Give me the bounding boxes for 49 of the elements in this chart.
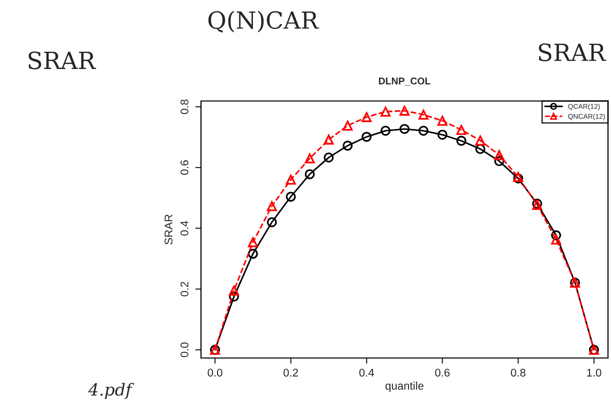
point	[362, 132, 372, 142]
text: SRAR	[28, 51, 96, 70]
x-axis-title: quantile	[386, 382, 424, 392]
point	[228, 286, 239, 296]
point	[418, 110, 428, 120]
point	[456, 124, 466, 135]
point	[494, 156, 504, 166]
point	[304, 153, 315, 164]
point	[437, 130, 448, 140]
point	[266, 201, 277, 212]
point	[494, 150, 504, 160]
x-tick-label: 1.0	[587, 368, 602, 377]
point	[266, 217, 277, 228]
point	[456, 136, 466, 146]
point	[342, 120, 353, 131]
text: Q(N)CAR	[208, 10, 319, 32]
point	[380, 106, 391, 117]
x-tick-label: 0.8	[510, 368, 526, 377]
point	[475, 135, 486, 146]
x-tick-label: 0.6	[435, 368, 450, 377]
point	[418, 126, 428, 136]
y-axis-title: SRAR	[164, 214, 172, 244]
y-tick-label: 0.6	[180, 160, 188, 175]
point	[380, 126, 391, 136]
point	[400, 106, 410, 116]
y-tick-label: 0.2	[180, 282, 188, 296]
point	[304, 169, 315, 180]
y-tick-label: 0.0	[180, 342, 188, 358]
point	[400, 124, 410, 134]
point	[437, 116, 448, 126]
point	[324, 134, 334, 145]
x-tick-label: 0.0	[208, 368, 222, 377]
point	[228, 292, 239, 302]
point	[342, 140, 353, 151]
chart-title: DLNP_COL	[378, 78, 430, 86]
y-tick-label: 0.8	[180, 100, 188, 114]
point	[551, 230, 562, 240]
point	[248, 248, 258, 259]
point	[286, 174, 296, 185]
point	[324, 152, 334, 163]
text: SRAR	[538, 43, 606, 62]
y-tick-label: 0.4	[180, 220, 188, 236]
point	[286, 192, 296, 202]
point	[362, 112, 372, 122]
x-tick-label: 0.2	[284, 368, 298, 377]
text: 4.pdf	[88, 382, 134, 399]
x-tick-label: 0.4	[359, 368, 374, 377]
point	[551, 234, 562, 245]
point	[248, 237, 258, 248]
